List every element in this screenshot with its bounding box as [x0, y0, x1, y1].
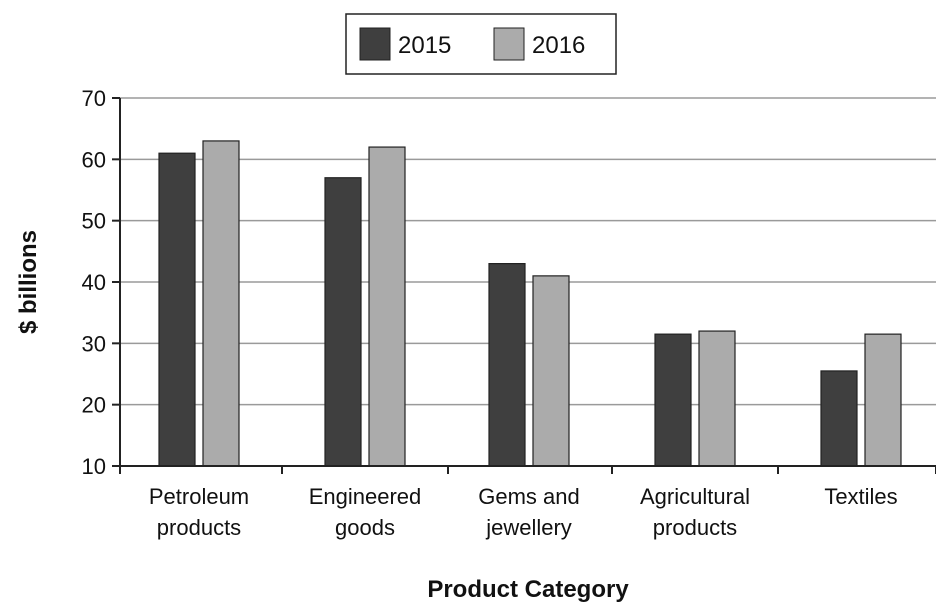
- y-tick-label: 50: [82, 209, 106, 234]
- bar-2015: [820, 370, 858, 467]
- legend-label-2015: 2015: [398, 32, 451, 59]
- bars: [158, 140, 902, 467]
- bar-2016: [368, 146, 406, 467]
- y-ticks: 10 20 30 40 50 60 70: [82, 86, 120, 479]
- x-category-labels: Petroleum products Engineered goods Gems and…: [119, 466, 936, 540]
- y-tick-label: 20: [82, 393, 106, 418]
- y-tick-label: 60: [82, 147, 106, 172]
- legend-swatch-2015: [359, 27, 391, 61]
- legend-label-2016: 2016: [532, 32, 585, 59]
- bar-2016: [698, 330, 736, 467]
- bar-2016: [202, 140, 240, 467]
- x-category-label: Textiles: [824, 484, 897, 509]
- legend-swatch-2016: [493, 27, 525, 61]
- y-tick-label: 70: [82, 86, 106, 111]
- x-category-label: Agricultural products: [640, 484, 750, 540]
- bar-2015: [488, 263, 526, 467]
- y-tick-label: 40: [82, 270, 106, 295]
- y-axis-title: $ billions: [15, 230, 42, 334]
- gridlines: [120, 97, 936, 406]
- bar-2015: [324, 177, 362, 467]
- bar-2015: [654, 333, 692, 467]
- x-category-label: Petroleum products: [149, 484, 249, 540]
- bar-2015: [158, 152, 196, 467]
- legend: 2015 2016: [345, 13, 617, 75]
- x-axis-title: Product Category: [427, 576, 629, 603]
- bar-2016: [864, 333, 902, 467]
- y-tick-label: 10: [82, 454, 106, 479]
- bar-2016: [532, 275, 570, 467]
- x-category-label: Gems and jewellery: [478, 484, 580, 540]
- legend-box: [345, 13, 617, 75]
- x-category-label: Engineered goods: [309, 484, 422, 540]
- y-tick-label: 30: [82, 331, 106, 356]
